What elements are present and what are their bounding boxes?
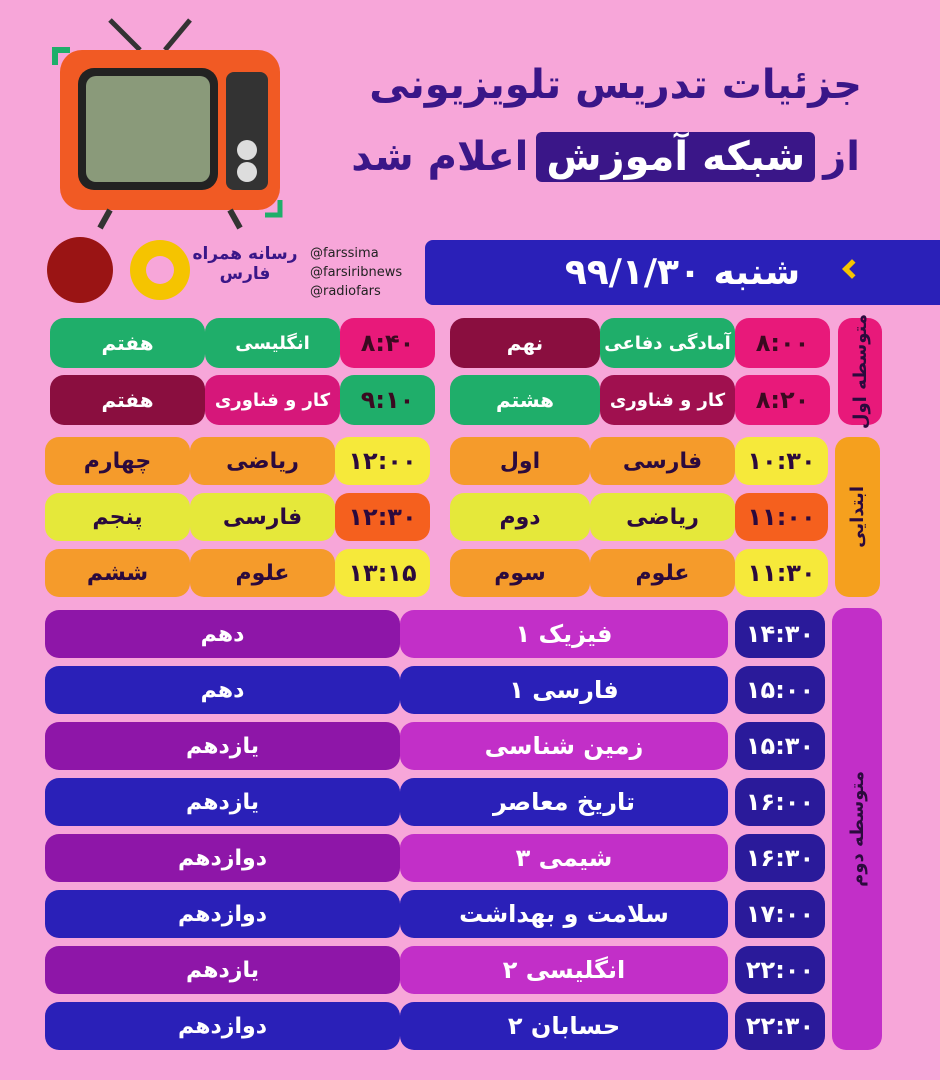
subject: آمادگی دفاعی bbox=[600, 318, 735, 368]
time: ۱۰:۳۰ bbox=[735, 437, 828, 485]
grade: دوازدهم bbox=[45, 890, 400, 938]
section-label: متوسطه اول bbox=[838, 314, 882, 429]
logos bbox=[47, 237, 190, 303]
time: ۱۱:۳۰ bbox=[735, 549, 828, 597]
section-label: متوسطه دوم bbox=[832, 608, 882, 1050]
time: ۹:۱۰ bbox=[340, 375, 435, 425]
time: ۸:۲۰ bbox=[735, 375, 830, 425]
section-label: ابتدایی bbox=[835, 437, 880, 597]
subject: فارسی bbox=[190, 493, 335, 541]
time: ۱۴:۳۰ bbox=[735, 610, 825, 658]
grade: دهم bbox=[45, 666, 400, 714]
time: ۱۵:۰۰ bbox=[735, 666, 825, 714]
grade: دوم bbox=[450, 493, 590, 541]
handle: @farssima bbox=[310, 246, 379, 261]
grade: هفتم bbox=[50, 318, 205, 368]
subject: کار و فناوری bbox=[205, 375, 340, 425]
subject: علوم bbox=[590, 549, 735, 597]
handle: @radiofars bbox=[310, 284, 381, 299]
handle: @farsiribnews bbox=[310, 265, 403, 280]
time: ۱۵:۳۰ bbox=[735, 722, 825, 770]
subject: شیمی ۳ bbox=[400, 834, 728, 882]
grade: یازدهم bbox=[45, 946, 400, 994]
title-from: از bbox=[823, 134, 860, 180]
subject: کار و فناوری bbox=[600, 375, 735, 425]
grade: هشتم bbox=[450, 375, 600, 425]
subject: فارسی ۱ bbox=[400, 666, 728, 714]
subject: فیزیک ۱ bbox=[400, 610, 728, 658]
time: ۱۲:۳۰ bbox=[335, 493, 430, 541]
subject: سلامت و بهداشت bbox=[400, 890, 728, 938]
section-label-text: ابتدایی bbox=[847, 486, 868, 548]
grade: چهارم bbox=[45, 437, 190, 485]
time: ۲۲:۳۰ bbox=[735, 1002, 825, 1050]
title-line-2: از شبکه آموزش اعلام شد bbox=[351, 132, 860, 182]
media-name: رسانه همراه فارس bbox=[192, 244, 298, 284]
grade: سوم bbox=[450, 549, 590, 597]
subject: انگلیسی bbox=[205, 318, 340, 368]
time: ۱۳:۱۵ bbox=[335, 549, 430, 597]
grade: ششم bbox=[45, 549, 190, 597]
time: ۲۲:۰۰ bbox=[735, 946, 825, 994]
date-bar: شنبه ۹۹/۱/۳۰ bbox=[425, 240, 940, 305]
grade: دهم bbox=[45, 610, 400, 658]
grade: اول bbox=[450, 437, 590, 485]
section-label-text: متوسطه دوم bbox=[846, 771, 868, 887]
subject: حسابان ۲ bbox=[400, 1002, 728, 1050]
time: ۱۶:۰۰ bbox=[735, 778, 825, 826]
tv-illustration bbox=[52, 18, 283, 230]
subject: ریاضی bbox=[590, 493, 735, 541]
time: ۸:۴۰ bbox=[340, 318, 435, 368]
grade: نهم bbox=[450, 318, 600, 368]
subject: علوم bbox=[190, 549, 335, 597]
title-highlight: شبکه آموزش bbox=[536, 132, 816, 182]
subject: تاریخ معاصر bbox=[400, 778, 728, 826]
time: ۱۲:۰۰ bbox=[335, 437, 430, 485]
subject: زمین شناسی bbox=[400, 722, 728, 770]
grade: پنجم bbox=[45, 493, 190, 541]
title-line-1: جزئیات تدریس تلویزیونی bbox=[369, 62, 862, 108]
grade: هفتم bbox=[50, 375, 205, 425]
handles: @farssima @farsiribnews @radiofars bbox=[310, 244, 402, 301]
time: ۱۷:۰۰ bbox=[735, 890, 825, 938]
section-label-text: متوسطه اول bbox=[849, 313, 871, 430]
grade: یازدهم bbox=[45, 778, 400, 826]
grade: دوازدهم bbox=[45, 1002, 400, 1050]
time: ۱۶:۳۰ bbox=[735, 834, 825, 882]
title-announced: اعلام شد bbox=[351, 134, 529, 180]
grade: یازدهم bbox=[45, 722, 400, 770]
subject: انگلیسی ۲ bbox=[400, 946, 728, 994]
time: ۱۱:۰۰ bbox=[735, 493, 828, 541]
time: ۸:۰۰ bbox=[735, 318, 830, 368]
subject: فارسی bbox=[590, 437, 735, 485]
subject: ریاضی bbox=[190, 437, 335, 485]
grade: دوازدهم bbox=[45, 834, 400, 882]
